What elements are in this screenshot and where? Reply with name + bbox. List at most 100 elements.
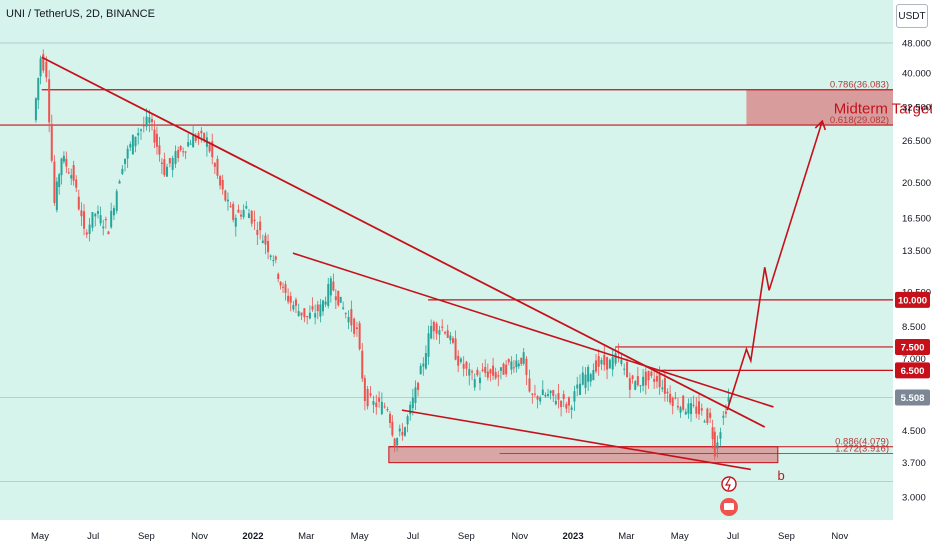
candle-body <box>620 359 623 364</box>
candle-body <box>124 158 127 164</box>
candle-body <box>724 411 727 414</box>
candle-body <box>669 393 672 403</box>
candle-body <box>75 179 78 188</box>
x-tick-label: 2023 <box>562 531 583 542</box>
candle-body <box>363 378 366 402</box>
candle-body <box>158 145 161 155</box>
candle-body <box>187 142 190 147</box>
candle-body <box>727 397 730 402</box>
candle-body <box>435 323 438 334</box>
x-tick-label: 2022 <box>242 531 263 542</box>
candle-body <box>358 323 361 349</box>
y-tick-label: 3.700 <box>902 458 926 469</box>
currency-unit-button[interactable]: USDT <box>896 4 928 28</box>
candle-body <box>505 364 508 375</box>
candle-body <box>403 427 406 436</box>
candle-body <box>398 428 401 432</box>
candle-body <box>547 393 550 396</box>
candle-body <box>378 397 381 402</box>
candle-body <box>203 133 206 141</box>
candle-body <box>695 406 698 414</box>
candle-body <box>430 326 433 339</box>
candle-body <box>713 431 716 457</box>
candle-body <box>489 369 492 374</box>
candle-body <box>515 360 518 368</box>
candle-body <box>517 363 520 367</box>
candle-body <box>389 413 392 423</box>
candle-body <box>449 335 452 341</box>
candle-body <box>131 135 134 155</box>
candle-body <box>581 372 584 385</box>
candle-body <box>145 116 148 127</box>
candle-body <box>528 378 531 392</box>
y-tick-label: 26.500 <box>902 136 931 147</box>
wedge-upper-line <box>292 252 774 408</box>
candle-body <box>594 360 597 372</box>
midterm-target-label: Midterm Target <box>834 100 932 117</box>
candle-body <box>91 212 94 228</box>
candle-body <box>77 196 80 210</box>
candle-body <box>674 397 677 399</box>
candle-body <box>565 404 568 409</box>
candle-body <box>353 318 356 334</box>
x-tick-label: Sep <box>458 531 475 542</box>
chart-title: UNI / TetherUS, 2D, BINANCE <box>6 8 155 20</box>
candle-body <box>700 408 703 411</box>
candle-body <box>679 407 682 413</box>
candle-body <box>444 332 447 334</box>
candle-body <box>386 409 389 411</box>
price-label-box <box>895 389 930 406</box>
candle-body <box>192 134 195 148</box>
candle-body <box>194 136 197 141</box>
candle-body <box>706 408 709 423</box>
price-label-box <box>895 338 930 355</box>
candle-body <box>476 369 479 376</box>
candle-body <box>279 281 282 286</box>
candle-body <box>277 273 280 280</box>
candle-body <box>573 391 576 402</box>
candle-body <box>703 421 706 423</box>
candle-body <box>539 397 542 402</box>
candle-body <box>690 403 693 415</box>
candle-body <box>663 377 666 394</box>
candle-body <box>427 333 430 357</box>
candle-body <box>342 307 345 309</box>
candle-body <box>168 158 171 164</box>
candle-body <box>554 400 557 405</box>
candle-body <box>316 304 319 312</box>
candle-body <box>213 163 216 167</box>
candle-body <box>486 371 489 378</box>
candle-body <box>471 371 474 373</box>
x-tick-label: Sep <box>138 531 155 542</box>
x-tick-label: May <box>671 531 689 542</box>
candle-body <box>306 316 309 318</box>
candle-body <box>62 155 65 162</box>
level-label: 0.886(4.079) <box>835 437 889 448</box>
x-tick-label: May <box>31 531 49 542</box>
candle-body <box>104 218 107 221</box>
candle-body <box>544 394 547 397</box>
candle-body <box>153 129 156 143</box>
candle-body <box>438 330 441 335</box>
candle-body <box>533 393 536 395</box>
candle-body <box>39 58 42 77</box>
candle-body <box>334 296 337 301</box>
candle-body <box>592 370 595 381</box>
candle-body <box>281 286 284 288</box>
lightning-glyph <box>724 477 731 491</box>
candle-body <box>451 338 454 343</box>
candle-body <box>287 295 290 302</box>
candle-body <box>53 161 56 203</box>
candle-body <box>639 385 642 387</box>
candle-body <box>200 130 203 134</box>
candle-body <box>465 361 468 369</box>
candle-body <box>224 190 227 201</box>
candle-body <box>314 313 317 318</box>
y-tick-label: 20.500 <box>902 178 931 189</box>
candle-body <box>177 150 180 158</box>
candle-body <box>58 174 61 187</box>
candle-body <box>614 353 617 364</box>
candle-body <box>347 317 350 323</box>
candle-body <box>163 159 166 176</box>
